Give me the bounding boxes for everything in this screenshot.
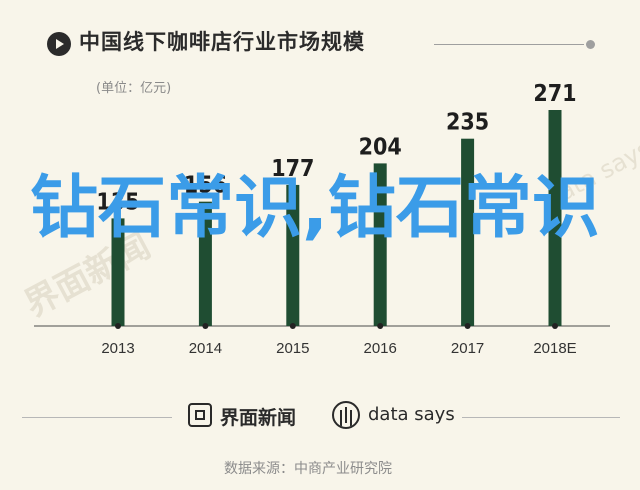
- bar-2014: [198, 201, 212, 326]
- tick-dot-2015: [289, 323, 296, 329]
- x-tick-label-2014: 2014: [189, 340, 222, 357]
- data-label-2016: 204: [359, 134, 402, 160]
- tick-dot-2016: [377, 323, 384, 329]
- x-tick-label-2017: 2017: [451, 340, 484, 357]
- chart-title-row: 中国线下咖啡店行业市场规模: [0, 22, 640, 70]
- data-label-2013: 135: [96, 189, 139, 215]
- data-source: 数据来源：中商产业研究院: [224, 461, 392, 477]
- title-end-dot: [586, 40, 595, 49]
- bar-2016: [373, 163, 387, 326]
- tick-dot-2013: [115, 323, 121, 329]
- x-tick-label-2015: 2015: [276, 340, 309, 357]
- unit-label: (单位：亿元): [96, 81, 172, 96]
- tick-dot-2017: [464, 323, 471, 329]
- brand-name: 界面新闻: [220, 407, 297, 429]
- watermark-overlay-text: 钻石常识,钻石常识: [30, 169, 600, 248]
- bar-2017: [461, 138, 475, 326]
- x-tick-label-2018E: 2018E: [533, 340, 576, 357]
- data-label-2018E: 271: [533, 81, 576, 107]
- bar-2013: [111, 218, 125, 326]
- data-label-2015: 177: [271, 156, 314, 182]
- chart-title: 中国线下咖啡店行业市场规模: [79, 30, 365, 54]
- bar-2015: [286, 184, 300, 326]
- title-divider: [434, 44, 584, 45]
- footer-divider-right: [462, 417, 620, 418]
- tick-dot-2018E: [552, 323, 558, 329]
- x-tick-label-2013: 2013: [101, 340, 134, 357]
- x-tick-label-2016: 2016: [364, 340, 397, 357]
- data-says-name: data says: [368, 404, 455, 425]
- footer-divider-left: [22, 417, 172, 418]
- play-icon: [47, 32, 71, 56]
- bar-2018E: [548, 110, 562, 326]
- data-label-2017: 235: [446, 110, 489, 136]
- jiemian-logo-icon: [188, 403, 212, 427]
- data-says-logo-icon: [332, 401, 360, 429]
- data-label-2014: 156: [184, 173, 227, 199]
- tick-dot-2014: [202, 323, 209, 329]
